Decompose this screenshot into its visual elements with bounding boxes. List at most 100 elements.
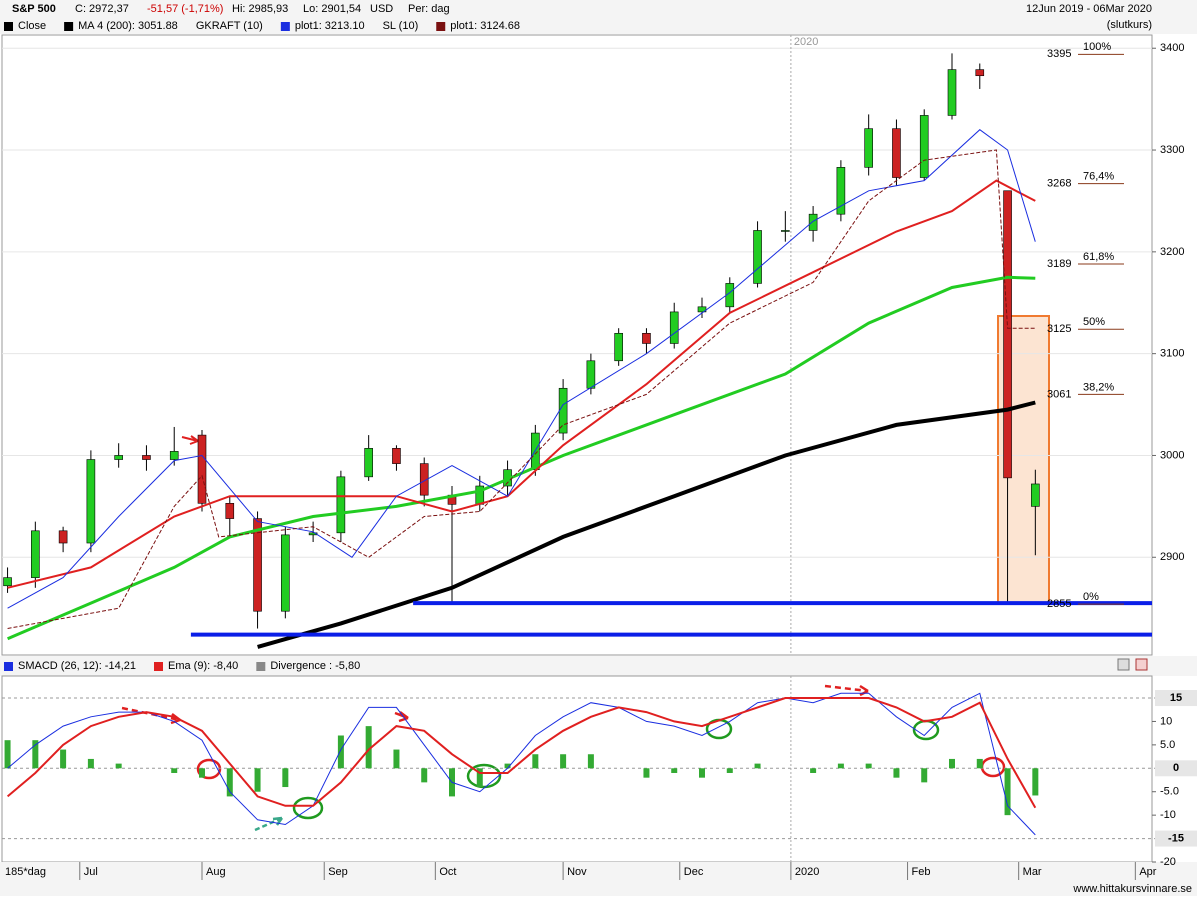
tick-box — [1155, 830, 1197, 847]
histogram-bar — [504, 763, 511, 769]
fib-price: 3395 — [1047, 48, 1071, 60]
change: -51,57 (-1,71%) — [147, 3, 223, 15]
x-tick-label: Apr — [1139, 866, 1156, 878]
close-button[interactable] — [1135, 658, 1148, 671]
histogram-bar — [1004, 768, 1011, 816]
candle-body — [669, 311, 679, 344]
histogram-bar — [115, 763, 122, 769]
candle-body — [281, 534, 290, 612]
legend-label: Ema (9): -8,40 — [168, 660, 238, 672]
legend: Close MA 4 (200): 3051.88 GKRAFT (10) plot1… — [4, 20, 520, 32]
arrow — [254, 816, 283, 832]
fib-percent: 50% — [1083, 316, 1105, 328]
legend-label: plot1: 3213.10 — [295, 20, 365, 32]
histogram-bar — [60, 749, 67, 769]
legend-swatch — [256, 662, 266, 671]
price-panel — [1, 34, 1153, 656]
legend-swatch — [436, 22, 446, 31]
date-range: 12Jun 2019 - 06Mar 2020 — [1026, 3, 1152, 15]
legend-swatch — [4, 662, 13, 671]
histogram-bar — [254, 768, 261, 792]
settings-button[interactable] — [1117, 658, 1130, 671]
histogram-bar — [87, 758, 94, 769]
histogram-bar — [865, 763, 872, 769]
x-tick-label: Dec — [684, 866, 704, 878]
legend-swatch — [154, 662, 163, 671]
histogram-bar — [226, 768, 233, 797]
legend-swatch — [64, 22, 74, 31]
candle-body — [58, 530, 68, 544]
bar-count: 185*dag — [5, 866, 46, 878]
low: Lo: 2901,54 — [303, 3, 361, 15]
circle — [196, 758, 222, 780]
candle-body — [225, 503, 235, 519]
histogram-bar — [337, 735, 344, 769]
indicator-line — [7, 129, 1036, 609]
histogram-bar — [421, 768, 428, 783]
candle-body — [781, 230, 790, 232]
year-label: 2020 — [794, 36, 818, 48]
annotations — [121, 435, 1006, 832]
y-tick-label: 3100 — [1160, 348, 1184, 360]
candle-body — [114, 455, 123, 460]
indicator-line — [7, 149, 1036, 629]
legend-label: Close — [18, 20, 46, 32]
candle-body — [975, 69, 985, 77]
candle-body — [864, 128, 873, 168]
histogram-bar — [560, 754, 567, 769]
histogram-bar — [893, 768, 900, 778]
candle-body — [697, 306, 707, 313]
macd-line — [7, 692, 1036, 836]
legend-label: SMACD (26, 12): -14,21 — [18, 660, 136, 672]
candle-body — [86, 459, 96, 544]
histogram-bar — [4, 740, 11, 769]
candle-body — [169, 451, 179, 460]
period: Per: dag — [408, 3, 450, 15]
legend: SMACD (26, 12): -14,21 Ema (9): -8,40 Dive… — [4, 660, 360, 672]
candle-body — [808, 213, 818, 231]
candle-body — [142, 455, 151, 460]
fib-price: 3125 — [1047, 323, 1071, 335]
legend-label: MA 4 (200): 3051.88 — [78, 20, 178, 32]
histogram-bar — [532, 754, 539, 769]
y-tick-label: 10 — [1160, 715, 1172, 727]
footer-bar — [0, 862, 1197, 896]
y-tick-label: 3300 — [1160, 144, 1184, 156]
histogram-bar — [754, 763, 761, 769]
fib-price: 2855 — [1047, 598, 1071, 610]
fib-price: 3189 — [1047, 258, 1071, 270]
arrow — [394, 711, 409, 723]
high: Hi: 2985,93 — [232, 3, 288, 15]
y-tick-label: -15 — [1168, 832, 1184, 844]
candle-body — [642, 332, 651, 344]
fib-percent: 100% — [1083, 41, 1111, 53]
candle-body — [419, 463, 429, 496]
x-tick-label: Feb — [912, 866, 931, 878]
candle-body — [892, 128, 901, 178]
y-tick-label: 15 — [1170, 692, 1182, 704]
y-tick-label: 2900 — [1160, 551, 1184, 563]
y-tick-label: 3200 — [1160, 246, 1184, 258]
indicator-line — [7, 179, 1036, 589]
legend-label: Divergence : -5,80 — [270, 660, 360, 672]
candle-body — [364, 448, 373, 478]
legend-swatch — [4, 22, 13, 31]
x-tick-label: Aug — [206, 866, 226, 878]
currency: USD — [370, 3, 393, 15]
x-tick-label: Sep — [328, 866, 348, 878]
candle-body — [392, 448, 401, 464]
candle-body — [1031, 483, 1040, 507]
candle-body — [614, 332, 623, 362]
y-tick-label: 0 — [1173, 762, 1179, 774]
close-price: C: 2972,37 — [75, 3, 129, 15]
y-tick-label: -10 — [1160, 809, 1176, 821]
histogram-bar — [726, 768, 733, 773]
y-tick-label: 3000 — [1160, 449, 1184, 461]
fib-percent: 0% — [1083, 591, 1099, 603]
histogram-bar — [365, 726, 372, 769]
candle-body — [919, 115, 929, 178]
tick-box — [1155, 690, 1197, 707]
candle-body — [947, 69, 957, 116]
candle-body — [253, 518, 262, 612]
candle-body — [3, 577, 12, 587]
